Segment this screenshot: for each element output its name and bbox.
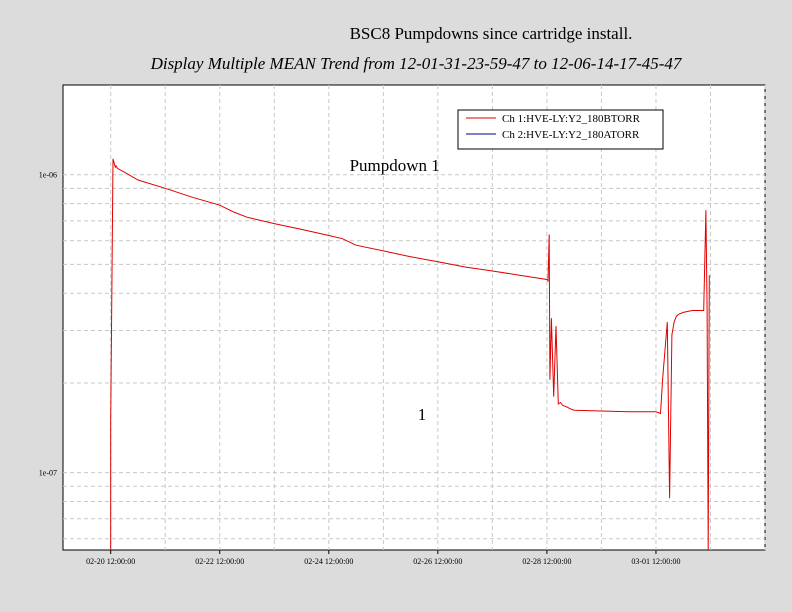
legend-box: [457, 109, 664, 150]
y-axis-ticks: 1e-06 1e-07: [39, 171, 57, 478]
x-tick-label: 03-01 12:00:00: [631, 557, 680, 566]
annotation-label: 1: [418, 405, 427, 424]
annotation-label: Pumpdown 1: [350, 156, 440, 175]
x-axis-ticks: 02-20 12:00:00 02-22 12:00:00 02-24 12:00:…: [86, 550, 681, 566]
legend-label-1: Ch 1:HVE-LY:Y2_180BTORR: [502, 113, 641, 125]
legend: Ch 1:HVE-LY:Y2_180BTORR Ch 2:HVE-LY:Y2_18…: [457, 109, 664, 150]
plot-area: [62, 84, 766, 551]
annotations: Pumpdown 1 1: [350, 156, 440, 424]
x-tick-label: 02-20 12:00:00: [86, 557, 135, 566]
grid-lines: [63, 85, 766, 550]
series-line-1: [110, 158, 710, 551]
y-tick-label: 1e-07: [39, 469, 57, 478]
chart-subtitle: Display Multiple MEAN Trend from 12-01-3…: [150, 54, 682, 73]
chart-title: BSC8 Pumpdowns since cartridge install.: [349, 24, 633, 43]
x-tick-label: 02-24 12:00:00: [304, 557, 353, 566]
x-tick-label: 02-28 12:00:00: [522, 557, 571, 566]
y-tick-label: 1e-06: [39, 171, 57, 180]
x-tick-label: 02-26 12:00:00: [413, 557, 462, 566]
x-tick-label: 02-22 12:00:00: [195, 557, 244, 566]
legend-label-2: Ch 2:HVE-LY:Y2_180ATORR: [502, 129, 640, 141]
series-group: [110, 158, 710, 551]
